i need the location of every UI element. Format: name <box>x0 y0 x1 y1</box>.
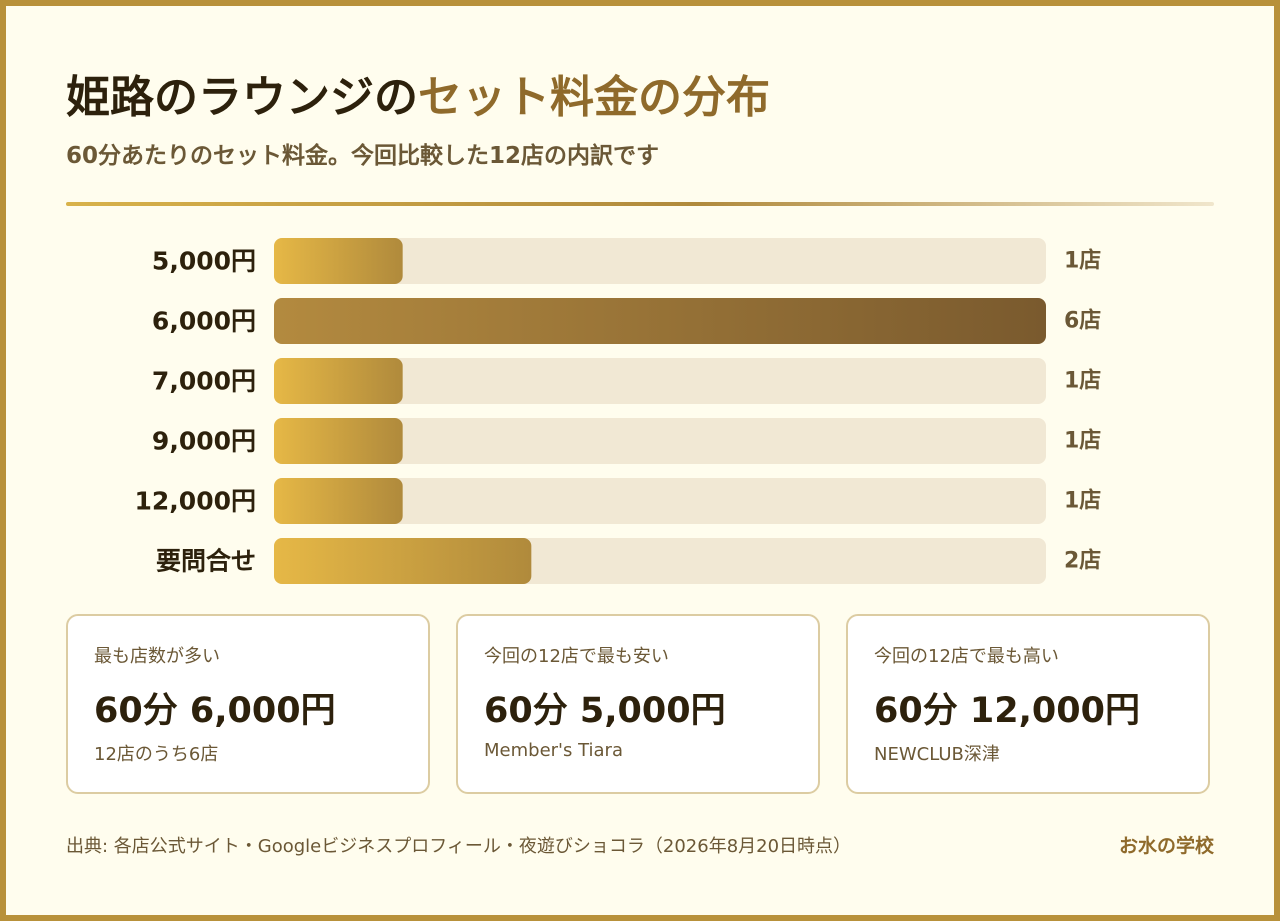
summary-cards: 最も店数が多い 60分 6,000円 12店のうち6店 今回の12店で最も安い … <box>66 614 1214 798</box>
card-note: NEWCLUB深津 <box>874 744 1000 765</box>
card-label: 今回の12店で最も安い <box>484 646 669 667</box>
card-value: 60分 6,000円 <box>94 691 336 731</box>
value-label: 6店 <box>1064 309 1101 334</box>
title-main: 姫路のラウンジの <box>66 72 418 123</box>
value-label: 1店 <box>1064 369 1101 394</box>
value-label: 1店 <box>1064 429 1101 454</box>
category-label: 7,000円 <box>152 367 256 396</box>
bar <box>274 358 403 404</box>
value-label: 2店 <box>1064 549 1101 574</box>
card-most-expensive: 今回の12店で最も高い 60分 12,000円 NEWCLUB深津 <box>846 614 1210 794</box>
card-label: 今回の12店で最も高い <box>874 646 1059 667</box>
card-most-common: 最も店数が多い 60分 6,000円 12店のうち6店 <box>66 614 430 794</box>
bar <box>274 238 403 284</box>
value-label: 1店 <box>1064 489 1101 514</box>
brand-label: お水の学校 <box>1118 835 1214 857</box>
bar <box>274 478 403 524</box>
card-value: 60分 5,000円 <box>484 691 726 731</box>
card-note: Member's Tiara <box>484 740 623 761</box>
bar-chart: 5,000円 1店 6,000円 6店 7,000円 1店 9,000円 1店 12,000円 1… <box>135 238 1101 584</box>
title-accent: セット料金の分布 <box>418 72 770 123</box>
card-note: 12店のうち6店 <box>94 744 219 765</box>
bar-track <box>274 418 1046 464</box>
infographic-frame: 姫路のラウンジのセット料金の分布 60分あたりのセット料金。今回比較した12店の… <box>6 6 1274 915</box>
bar-track <box>274 478 1046 524</box>
source-note: 出典: 各店公式サイト・Googleビジネスプロフィール・夜遊びショコラ（202… <box>66 836 852 857</box>
category-label: 5,000円 <box>152 247 256 276</box>
bar-track <box>274 358 1046 404</box>
subtitle: 60分あたりのセット料金。今回比較した12店の内訳です <box>66 143 660 169</box>
category-label: 9,000円 <box>152 427 256 456</box>
value-label: 1店 <box>1064 249 1101 274</box>
card-cheapest: 今回の12店で最も安い 60分 5,000円 Member's Tiara <box>456 614 820 794</box>
bar-track <box>274 238 1046 284</box>
bar <box>274 538 532 584</box>
divider <box>66 202 1214 206</box>
bar <box>274 418 403 464</box>
category-label: 6,000円 <box>152 307 256 336</box>
category-label: 要問合せ <box>156 547 256 576</box>
category-label: 12,000円 <box>135 487 256 516</box>
card-label: 最も店数が多い <box>94 646 220 667</box>
bar <box>274 298 1046 344</box>
card-value: 60分 12,000円 <box>874 691 1140 731</box>
page-title: 姫路のラウンジのセット料金の分布 <box>66 68 770 128</box>
